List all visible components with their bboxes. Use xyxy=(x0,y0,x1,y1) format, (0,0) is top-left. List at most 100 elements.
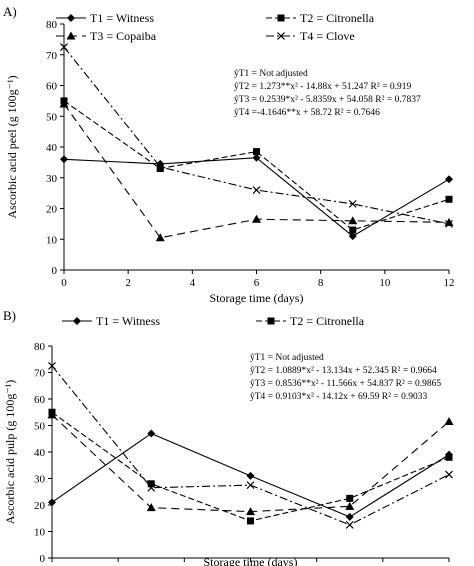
data-point xyxy=(253,148,260,156)
regression-equation: ŷT1 = Not adjusted xyxy=(234,69,308,79)
series-2 xyxy=(48,408,453,525)
data-point xyxy=(348,199,357,208)
legend-marker xyxy=(277,32,285,40)
series-line xyxy=(51,365,450,526)
series-line xyxy=(63,157,450,237)
data-point xyxy=(445,195,453,203)
series-line xyxy=(51,414,450,513)
legend-entry: T2 = Citronella xyxy=(266,11,375,25)
legend-label: T1 = Witness xyxy=(96,314,160,328)
legend-label: T4 = Clove xyxy=(300,29,355,43)
legend-entry: T2 = Citronella xyxy=(256,314,365,328)
series-3 xyxy=(47,410,454,516)
legend-label: T2 = Citronella xyxy=(290,314,365,328)
x-tick-label: 0 xyxy=(61,277,67,289)
data-point xyxy=(252,153,261,162)
legend-entry: T1 = Witness xyxy=(62,314,160,328)
data-point xyxy=(247,517,254,525)
data-point xyxy=(147,429,156,438)
data-point xyxy=(246,481,255,490)
regression-equation: ŷT3 = 0.8536**x² - 11.566x + 54.837 R² =… xyxy=(250,379,441,389)
regression-equation: ŷT4 =-4.1646**x + 58.72 R² = 0.7646 xyxy=(234,108,380,118)
data-point xyxy=(156,163,165,171)
y-tick-label: 30 xyxy=(34,474,46,486)
legend-marker xyxy=(66,31,76,40)
y-tick-label: 20 xyxy=(34,500,46,512)
regression-equation: ŷT3 = 0.2539*x² - 5.8359x + 54.058 R² = … xyxy=(234,95,421,105)
data-point xyxy=(47,410,57,419)
legend-entry: T4 = Clove xyxy=(266,29,355,43)
data-point xyxy=(444,417,454,426)
y-tick-label: 10 xyxy=(46,234,58,246)
data-point xyxy=(445,453,453,461)
legend-marker xyxy=(67,14,75,22)
data-point xyxy=(48,498,56,507)
y-tick-label: 40 xyxy=(46,142,58,154)
legend-marker xyxy=(277,14,285,22)
y-axis-label: Ascorbic acid pulp (g 100g⁻¹) xyxy=(3,380,17,525)
x-tick-label: 10 xyxy=(379,277,391,289)
data-point xyxy=(246,471,255,480)
legend-label: T1 = Witness xyxy=(90,11,154,25)
y-tick-label: 60 xyxy=(46,81,58,93)
y-axis-label: Ascorbic acid peel (g 100g⁻¹) xyxy=(5,75,19,218)
data-point xyxy=(445,219,453,228)
y-tick-label: 30 xyxy=(46,173,58,185)
y-tick-label: 20 xyxy=(46,204,58,216)
data-point xyxy=(147,480,155,488)
y-tick-label: 70 xyxy=(46,50,58,62)
y-tick-label: 80 xyxy=(34,341,46,353)
x-tick-label: 12 xyxy=(444,277,455,289)
legend-label: T2 = Citronella xyxy=(300,11,375,25)
data-point xyxy=(155,233,165,242)
data-point xyxy=(59,99,69,108)
y-tick-label: 0 xyxy=(40,553,46,565)
data-point xyxy=(345,512,354,521)
data-point xyxy=(60,43,68,51)
data-point xyxy=(349,226,357,234)
x-axis-label: Storage time (days) xyxy=(210,291,304,305)
y-tick-label: 80 xyxy=(46,19,58,31)
data-point xyxy=(348,232,357,241)
x-tick-label: 4 xyxy=(190,277,196,289)
regression-equation: ŷT2 = 1.273**x² - 14.88x + 51.247 R² = 0… xyxy=(234,82,411,92)
data-point xyxy=(345,501,355,510)
data-point xyxy=(445,470,453,479)
series-4 xyxy=(48,361,453,529)
legend-marker xyxy=(267,317,275,325)
legend-marker xyxy=(73,317,81,325)
data-point xyxy=(252,214,261,223)
panel-label: A) xyxy=(3,4,17,19)
series-4 xyxy=(60,43,453,228)
data-point xyxy=(60,155,68,164)
data-point xyxy=(444,217,454,226)
y-tick-label: 60 xyxy=(34,394,46,406)
regression-equation: ŷT4 = 0.9103*x² - 14.12x + 69.59 R² = 0.… xyxy=(250,392,427,402)
data-point xyxy=(147,483,156,492)
series-3 xyxy=(59,99,454,242)
x-tick-label: 6 xyxy=(254,277,260,289)
regression-equation: ŷT2 = 1.0889*x² - 13.134x + 52.345 R² = … xyxy=(250,366,437,376)
data-point xyxy=(348,216,358,225)
series-1 xyxy=(60,153,453,241)
data-point xyxy=(246,507,255,516)
data-point xyxy=(48,361,56,370)
y-tick-label: 50 xyxy=(46,111,58,123)
y-tick-label: 50 xyxy=(34,421,46,433)
data-point xyxy=(252,186,261,194)
y-tick-label: 0 xyxy=(52,265,58,277)
data-point xyxy=(445,175,453,184)
data-point xyxy=(156,165,164,173)
x-tick-label: 8 xyxy=(318,277,324,289)
y-tick-label: 70 xyxy=(34,368,46,380)
series-line xyxy=(63,100,450,231)
panel-label: B) xyxy=(3,308,16,323)
legend-label: T3 = Copaiba xyxy=(90,29,157,43)
legend-entry: T3 = Copaiba xyxy=(56,29,157,43)
chart-panel-a: A) 0 2 4 6 8 10 12 0 10 20 30 40 50 60 70 80 Storage time… xyxy=(3,4,455,305)
x-tick-label: 2 xyxy=(125,277,131,289)
data-point xyxy=(346,494,354,502)
y-tick-label: 40 xyxy=(34,447,46,459)
